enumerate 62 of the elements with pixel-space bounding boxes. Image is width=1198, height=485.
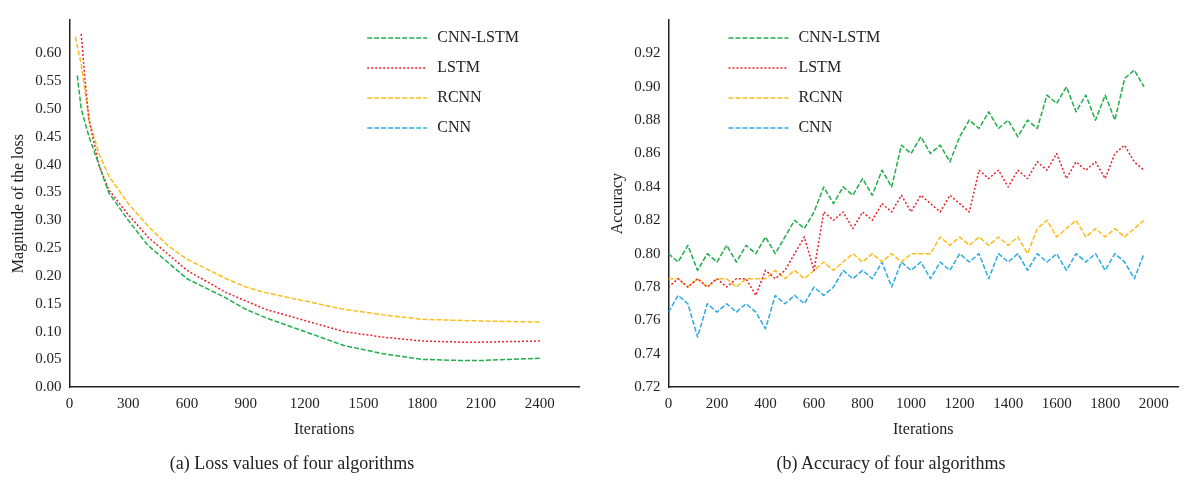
x-tick-label: 1800 <box>1090 395 1121 412</box>
x-tick-label: 200 <box>705 395 729 412</box>
line-series <box>668 219 1145 288</box>
y-tick-label: 0.84 <box>634 177 661 194</box>
y-tick-label: 0.00 <box>35 378 62 395</box>
x-tick-label: 2400 <box>524 395 555 412</box>
y-tick-label: 0.40 <box>35 155 62 172</box>
x-tick-label: 1800 <box>407 395 438 412</box>
legend-label: CNN <box>798 118 833 136</box>
x-tick-label: 300 <box>116 395 140 412</box>
y-tick-label: 0.15 <box>35 294 62 311</box>
y-tick-label: 0.80 <box>634 244 661 261</box>
x-tick-label: 900 <box>234 395 258 412</box>
y-tick-label: 0.55 <box>35 72 62 89</box>
line-series <box>668 144 1145 297</box>
y-tick-label: 0.50 <box>35 99 62 116</box>
x-tick-label: 0 <box>664 395 673 412</box>
y-tick-label: 0.88 <box>634 111 661 128</box>
y-tick-label: 0.72 <box>634 378 661 395</box>
y-tick-label: 0.90 <box>634 77 661 94</box>
x-tick-label: 1000 <box>896 395 927 412</box>
y-axis-title: Accuracy <box>607 172 626 235</box>
y-tick-label: 0.05 <box>35 350 62 367</box>
legend-label: CNN <box>437 118 472 136</box>
y-tick-label: 0.82 <box>634 211 661 228</box>
y-tick-label: 0.78 <box>634 277 661 294</box>
legend-label: RCNN <box>437 88 483 106</box>
x-tick-label: 600 <box>802 395 826 412</box>
y-tick-label: 0.86 <box>634 144 661 161</box>
legend-label: CNN-LSTM <box>437 28 519 46</box>
x-tick-label: 400 <box>754 395 777 412</box>
x-tick-label: 1400 <box>993 395 1024 412</box>
y-tick-label: 0.10 <box>35 322 62 339</box>
x-tick-label: 1200 <box>944 395 975 412</box>
legend-label: LSTM <box>437 58 480 76</box>
line-series <box>668 252 1145 338</box>
x-tick-label: 2100 <box>466 395 497 412</box>
x-tick-label: 1200 <box>289 395 320 412</box>
x-axis-title: Iterations <box>294 420 355 437</box>
y-tick-label: 0.30 <box>35 211 62 228</box>
y-tick-label: 0.45 <box>35 127 62 144</box>
x-tick-label: 2000 <box>1138 395 1169 412</box>
line-series <box>76 74 541 362</box>
x-tick-label: 1500 <box>348 395 379 412</box>
y-tick-label: 0.74 <box>634 344 661 361</box>
y-tick-label: 0.76 <box>634 311 661 328</box>
y-tick-label: 0.35 <box>35 183 62 200</box>
x-tick-label: 600 <box>175 395 199 412</box>
y-tick-label: 0.20 <box>35 266 62 283</box>
legend-label: CNN-LSTM <box>798 28 881 46</box>
x-tick-label: 1600 <box>1041 395 1072 412</box>
x-tick-label: 0 <box>65 395 74 412</box>
y-tick-label: 0.92 <box>634 44 661 61</box>
legend-label: RCNN <box>798 88 844 106</box>
text: (b) Accuracy of four algorithms <box>776 452 1006 474</box>
x-tick-label: 800 <box>851 395 874 412</box>
y-axis-title: Magnitude of the loss <box>8 134 27 274</box>
y-tick-label: 0.60 <box>35 44 62 61</box>
legend-label: LSTM <box>798 58 842 76</box>
x-axis-title: Iterations <box>893 420 954 437</box>
text: (a) Loss values of four algorithms <box>169 452 415 474</box>
y-tick-label: 0.25 <box>35 239 62 256</box>
